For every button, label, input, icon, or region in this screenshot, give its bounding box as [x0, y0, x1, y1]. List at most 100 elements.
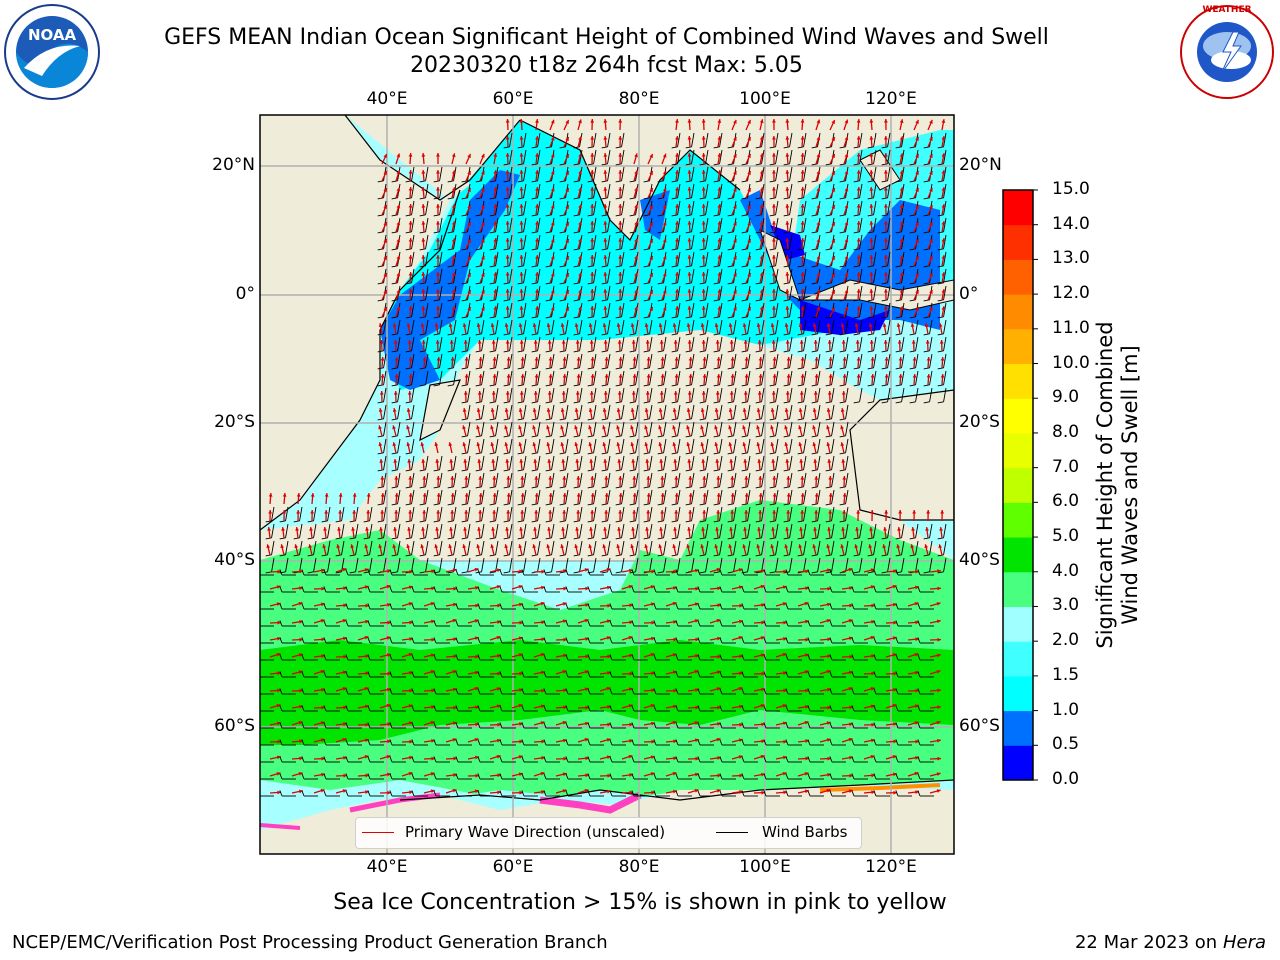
map-area [260, 115, 954, 854]
wind-barb-feather [419, 231, 426, 234]
wind-barb [803, 166, 807, 181]
wave-direction-arrowhead [618, 153, 623, 157]
wind-barb-feather [783, 350, 790, 353]
wind-barb [299, 540, 303, 555]
wind-barb-feather [615, 452, 622, 455]
wind-barb-feather [699, 571, 706, 574]
wind-barb [677, 285, 681, 300]
wind-barb-feather [797, 554, 804, 557]
wind-barb-feather [517, 197, 524, 200]
wave-direction-arrowhead [477, 527, 481, 531]
wind-barb-feather [699, 282, 706, 285]
wave-direction-arrowhead [842, 357, 847, 361]
wind-barb-feather [601, 469, 608, 472]
wave-direction-arrowhead [394, 374, 399, 378]
wind-barb [537, 404, 541, 419]
wind-barb [621, 183, 625, 198]
wind-barb [775, 438, 779, 453]
wind-barb [943, 523, 947, 538]
wind-barb [579, 404, 583, 419]
wave-direction-arrowhead [436, 170, 440, 174]
wave-direction-arrowhead [590, 204, 595, 208]
wave-direction-arrowhead [800, 153, 805, 157]
wind-barb [635, 353, 639, 368]
wave-direction-arrowhead [634, 187, 638, 192]
wave-direction-arrowhead [436, 306, 440, 310]
wave-direction-arrowhead [493, 170, 498, 174]
wind-barb [621, 217, 625, 232]
wind-barb-feather [867, 265, 874, 268]
wind-barb-feather [587, 333, 594, 336]
wind-barb [537, 183, 541, 198]
title-line-1: GEFS MEAN Indian Ocean Significant Heigh… [164, 25, 1049, 50]
wind-barb-feather [909, 333, 916, 336]
wind-barb [467, 540, 471, 555]
wind-barb [719, 166, 723, 181]
wind-barb-feather [671, 435, 678, 438]
wind-barb [411, 523, 415, 538]
wind-barb [551, 506, 555, 521]
wave-direction-arrowhead [632, 493, 637, 497]
wave-direction-arrowhead [451, 255, 456, 260]
wave-direction-arrowhead [800, 238, 805, 242]
wind-barb-feather [867, 282, 874, 285]
wave-direction-arrowhead [673, 637, 677, 642]
wave-direction-arrowhead [929, 204, 933, 209]
wave-direction-arrowhead [899, 289, 904, 294]
wave-direction-arrowhead [869, 204, 874, 208]
wind-barb-feather [367, 586, 371, 593]
wind-barb [859, 234, 863, 249]
wind-barb-feather [851, 586, 855, 593]
wind-barb [495, 523, 499, 538]
wave-direction-arrowhead [392, 442, 397, 447]
wind-barb [817, 319, 821, 334]
wind-barb [691, 183, 695, 198]
wind-barb-feather [405, 554, 412, 557]
wind-barb-feather [377, 401, 384, 404]
wind-barb-feather [475, 333, 482, 336]
wave-direction-arrowhead [717, 306, 722, 310]
wind-barb [425, 472, 429, 487]
wave-direction-arrowhead [899, 204, 904, 209]
wind-barb-feather [657, 537, 664, 540]
wave-direction-arrowhead [607, 671, 611, 675]
wind-barb [467, 455, 471, 470]
wind-barb-feather [447, 571, 454, 574]
wave-direction-arrowhead [563, 637, 567, 642]
wind-barb-feather [503, 401, 510, 404]
wind-barb [943, 336, 947, 351]
wave-direction-arrowhead [380, 357, 385, 361]
wind-barb [425, 523, 429, 538]
wind-barb [887, 523, 891, 538]
wind-barb-feather [867, 197, 874, 200]
wind-barb-feather [323, 688, 327, 695]
wind-barb [299, 523, 303, 538]
wind-barb [453, 489, 457, 504]
wave-direction-arrowhead [700, 544, 705, 549]
wave-direction-arrowhead [365, 671, 369, 676]
wind-barb-feather [455, 603, 459, 610]
wave-direction-arrowhead [547, 391, 552, 395]
wave-direction-arrowhead [912, 510, 917, 514]
wave-direction-arrowhead [541, 637, 545, 642]
wave-direction-arrowhead [392, 323, 397, 327]
wind-barb [859, 268, 863, 283]
wind-barb-feather [697, 637, 701, 644]
wind-barb [495, 251, 499, 266]
wind-barb [719, 132, 723, 147]
wind-barb-feather [699, 435, 706, 438]
wind-barb [495, 319, 499, 334]
wind-barb [537, 319, 541, 334]
wind-barb-feather [713, 418, 720, 421]
wave-direction-arrowhead [744, 357, 749, 361]
wind-barb-feather [785, 620, 789, 627]
wind-barb [761, 472, 765, 487]
wind-barb-feather [867, 163, 874, 166]
wind-barb [929, 353, 933, 368]
wind-barb [663, 506, 667, 521]
wind-barb-feather [447, 333, 454, 336]
wind-barb [397, 421, 401, 436]
wave-direction-arrowhead [478, 374, 483, 378]
wind-barb [733, 353, 737, 368]
wave-direction-arrowhead [584, 670, 589, 674]
